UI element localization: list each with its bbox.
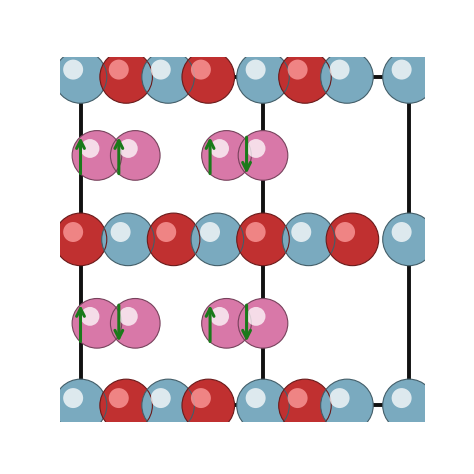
Circle shape (246, 139, 265, 158)
Circle shape (238, 131, 288, 180)
Circle shape (81, 307, 100, 326)
Circle shape (238, 299, 288, 348)
Circle shape (102, 213, 154, 265)
Circle shape (283, 213, 335, 265)
Circle shape (109, 60, 129, 80)
Circle shape (191, 60, 211, 80)
Circle shape (326, 213, 379, 265)
Circle shape (110, 131, 160, 180)
Circle shape (210, 307, 229, 326)
Circle shape (54, 51, 107, 103)
Circle shape (81, 139, 100, 158)
Circle shape (383, 213, 435, 265)
Circle shape (279, 51, 331, 103)
Circle shape (191, 388, 211, 408)
Circle shape (151, 388, 171, 408)
Circle shape (321, 51, 373, 103)
Circle shape (100, 379, 153, 432)
Circle shape (142, 51, 194, 103)
Circle shape (383, 379, 435, 432)
Circle shape (119, 307, 138, 326)
Circle shape (246, 222, 265, 242)
Circle shape (392, 222, 411, 242)
Circle shape (100, 51, 153, 103)
Circle shape (54, 213, 107, 265)
Circle shape (200, 222, 220, 242)
Circle shape (237, 213, 289, 265)
Circle shape (201, 299, 251, 348)
Circle shape (292, 222, 311, 242)
Circle shape (151, 60, 171, 80)
Circle shape (321, 379, 373, 432)
Circle shape (109, 388, 129, 408)
Circle shape (329, 388, 349, 408)
Circle shape (288, 60, 308, 80)
Circle shape (246, 60, 265, 80)
Circle shape (63, 388, 83, 408)
Circle shape (329, 60, 349, 80)
Circle shape (110, 299, 160, 348)
Circle shape (201, 131, 251, 180)
Circle shape (142, 379, 194, 432)
Circle shape (288, 388, 308, 408)
Circle shape (63, 60, 83, 80)
Circle shape (191, 213, 244, 265)
Circle shape (110, 222, 130, 242)
Circle shape (335, 222, 355, 242)
Circle shape (279, 379, 331, 432)
Circle shape (383, 51, 435, 103)
Circle shape (237, 51, 289, 103)
Circle shape (246, 388, 265, 408)
Circle shape (63, 222, 83, 242)
Circle shape (147, 213, 200, 265)
Circle shape (72, 299, 122, 348)
Circle shape (392, 60, 411, 80)
Circle shape (156, 222, 176, 242)
Circle shape (210, 139, 229, 158)
Circle shape (392, 388, 411, 408)
Circle shape (237, 379, 289, 432)
Circle shape (54, 379, 107, 432)
Circle shape (72, 131, 122, 180)
Circle shape (182, 379, 235, 432)
Circle shape (246, 307, 265, 326)
Circle shape (182, 51, 235, 103)
Circle shape (119, 139, 138, 158)
